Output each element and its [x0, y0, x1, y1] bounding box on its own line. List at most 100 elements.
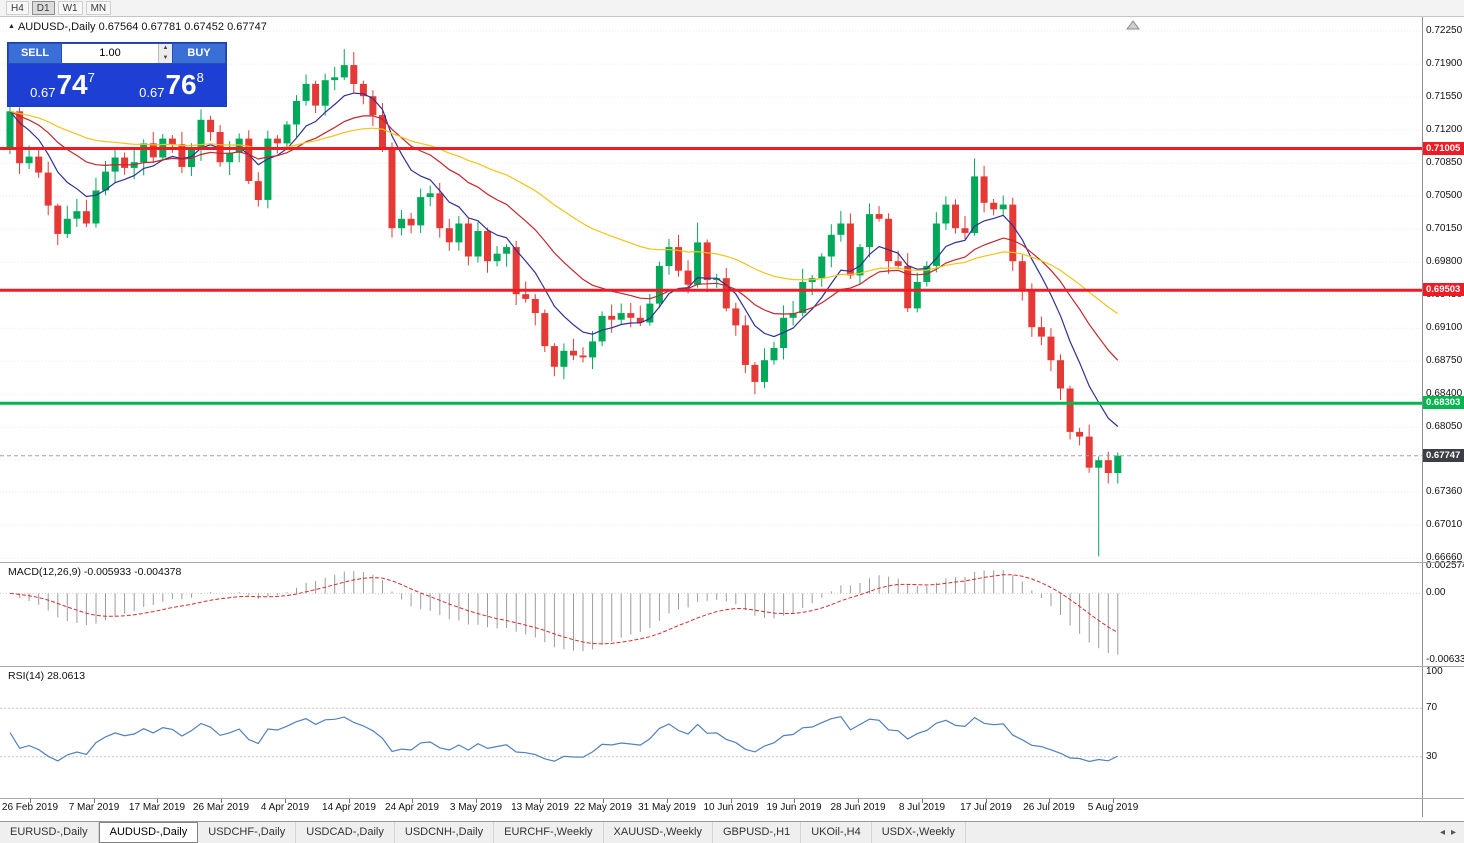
candle-body	[1009, 204, 1017, 262]
date-axis-label: 24 Apr 2019	[385, 802, 439, 813]
chart-tab[interactable]: EURCHF-,Weekly	[494, 822, 604, 843]
chart-tab[interactable]: USDCHF-,Daily	[198, 822, 297, 843]
date-axis-label: 26 Mar 2019	[192, 802, 250, 813]
date-tick	[94, 799, 95, 803]
candle-body	[168, 138, 176, 145]
candle-body	[407, 218, 415, 226]
candle-body	[1095, 460, 1103, 468]
candle-body	[235, 138, 243, 153]
candle-body	[1037, 327, 1045, 337]
price-axis-label: 0.69100	[1426, 322, 1463, 333]
candle-body	[694, 242, 702, 285]
trade-panel-prices: 0.67 74 7 0.67 76 8	[8, 64, 226, 106]
tab-scroll-left-icon[interactable]: ◂	[1439, 827, 1445, 838]
candle-body	[321, 80, 329, 106]
price-axis-label: 0.69800	[1426, 256, 1463, 267]
date-tick	[603, 799, 604, 803]
price-chart[interactable]	[0, 17, 1422, 562]
volume-increase-icon[interactable]: ▲	[159, 44, 172, 54]
candle-body	[44, 172, 52, 206]
chart-tab[interactable]: EURUSD-,Daily	[0, 822, 99, 843]
chart-tab[interactable]: GBPUSD-,H1	[713, 822, 802, 843]
price-level-tag: 0.69503	[1423, 283, 1464, 296]
chart-tab[interactable]: USDX-,Weekly	[872, 822, 966, 843]
timeframe-button-h4[interactable]: H4	[6, 1, 29, 15]
candle-body	[961, 228, 969, 233]
candle-body	[980, 176, 988, 203]
candle-body	[226, 152, 234, 163]
chart-tab[interactable]: XAUUSD-,Weekly	[604, 822, 713, 843]
chart-tab[interactable]: USDCNH-,Daily	[395, 822, 495, 843]
sell-price-big-digits: 74	[56, 69, 88, 100]
panel-splitter-macd[interactable]	[0, 562, 1464, 563]
candle-body	[264, 138, 272, 200]
date-axis-label: 17 Mar 2019	[128, 802, 186, 813]
candle-body	[436, 193, 444, 229]
date-tick	[731, 799, 732, 803]
rsi-indicator-panel[interactable]	[0, 667, 1422, 798]
date-tick	[221, 799, 222, 803]
candle-body	[770, 348, 778, 361]
candle-body	[703, 242, 711, 281]
candle-body	[82, 211, 90, 224]
candle-body	[932, 223, 940, 266]
candle-body	[35, 156, 43, 173]
candle-body	[617, 313, 625, 320]
candle-body	[350, 65, 358, 84]
macd-label: MACD(12,26,9) -0.005933 -0.004378	[8, 566, 182, 578]
price-axis-label: 0.72250	[1426, 25, 1463, 36]
sell-button[interactable]: SELL	[8, 43, 62, 64]
date-tick	[794, 799, 795, 803]
date-axis: 26 Feb 2019 7 Mar 2019 17 Mar 2019 26 Mar 2…	[0, 799, 1464, 818]
date-tick	[540, 799, 541, 803]
date-axis-label: 22 May 2019	[574, 802, 632, 813]
ma-line-fast	[9, 92, 1119, 427]
candle-body	[827, 234, 835, 257]
candle-body	[684, 270, 692, 285]
candle-body	[560, 350, 568, 367]
timeframe-toolbar: H4 D1 W1 MN	[0, 0, 1464, 17]
candle-body	[197, 119, 205, 149]
candle-body	[1114, 455, 1122, 473]
rsi-line	[9, 716, 1119, 763]
tab-scroll-right-icon[interactable]: ▸	[1450, 827, 1456, 838]
chart-tabs-bar: EURUSD-,Daily AUDUSD-,Daily USDCHF-,Daily U…	[0, 821, 1464, 843]
candle-body	[665, 247, 673, 266]
price-axis-label: 0.67010	[1426, 519, 1463, 530]
price-axis-label: 0.67710	[1426, 453, 1463, 464]
volume-value[interactable]: 1.00	[99, 47, 121, 59]
date-axis-label: 10 Jun 2019	[703, 802, 759, 813]
timeframe-button-d1[interactable]: D1	[31, 1, 55, 15]
candle-body	[302, 83, 310, 101]
price-axis-label: 0.71550	[1426, 91, 1463, 102]
sell-price[interactable]: 0.67 74 7	[8, 64, 117, 106]
date-axis-label: 26 Feb 2019	[1, 802, 59, 813]
chart-tab[interactable]: USDCAD-,Daily	[296, 822, 395, 843]
date-tick	[412, 799, 413, 803]
candle-body	[340, 65, 348, 78]
volume-decrease-icon[interactable]: ▼	[159, 53, 172, 63]
candle-body	[789, 313, 797, 318]
date-axis-label: 17 Jul 2019	[960, 802, 1012, 813]
macd-axis-label: -0.006338	[1426, 654, 1464, 665]
candle-body	[589, 341, 597, 358]
candle-body	[1066, 388, 1074, 432]
timeframe-button-w1[interactable]: W1	[57, 1, 83, 15]
chart-tab[interactable]: AUDUSD-,Daily	[98, 822, 199, 843]
volume-input[interactable]: 1.00 ▲ ▼	[62, 43, 172, 64]
price-axis-label: 0.69450	[1426, 289, 1463, 300]
candle-body	[646, 303, 654, 323]
tab-scroll-controls: ◂ ▸	[1440, 822, 1464, 843]
chart-tab[interactable]: UKOil-,H4	[801, 822, 872, 843]
buy-price[interactable]: 0.67 76 8	[117, 64, 226, 106]
candle-body	[522, 294, 530, 299]
candle-body	[312, 83, 320, 106]
buy-button[interactable]: BUY	[172, 43, 226, 64]
panel-splitter-rsi[interactable]	[0, 666, 1464, 667]
candle-body	[799, 282, 807, 314]
date-axis-label: 7 Mar 2019	[68, 802, 120, 813]
timeframe-button-mn[interactable]: MN	[85, 1, 112, 15]
macd-indicator-panel[interactable]	[0, 563, 1422, 666]
date-tick	[157, 799, 158, 803]
candle-body	[149, 143, 157, 158]
